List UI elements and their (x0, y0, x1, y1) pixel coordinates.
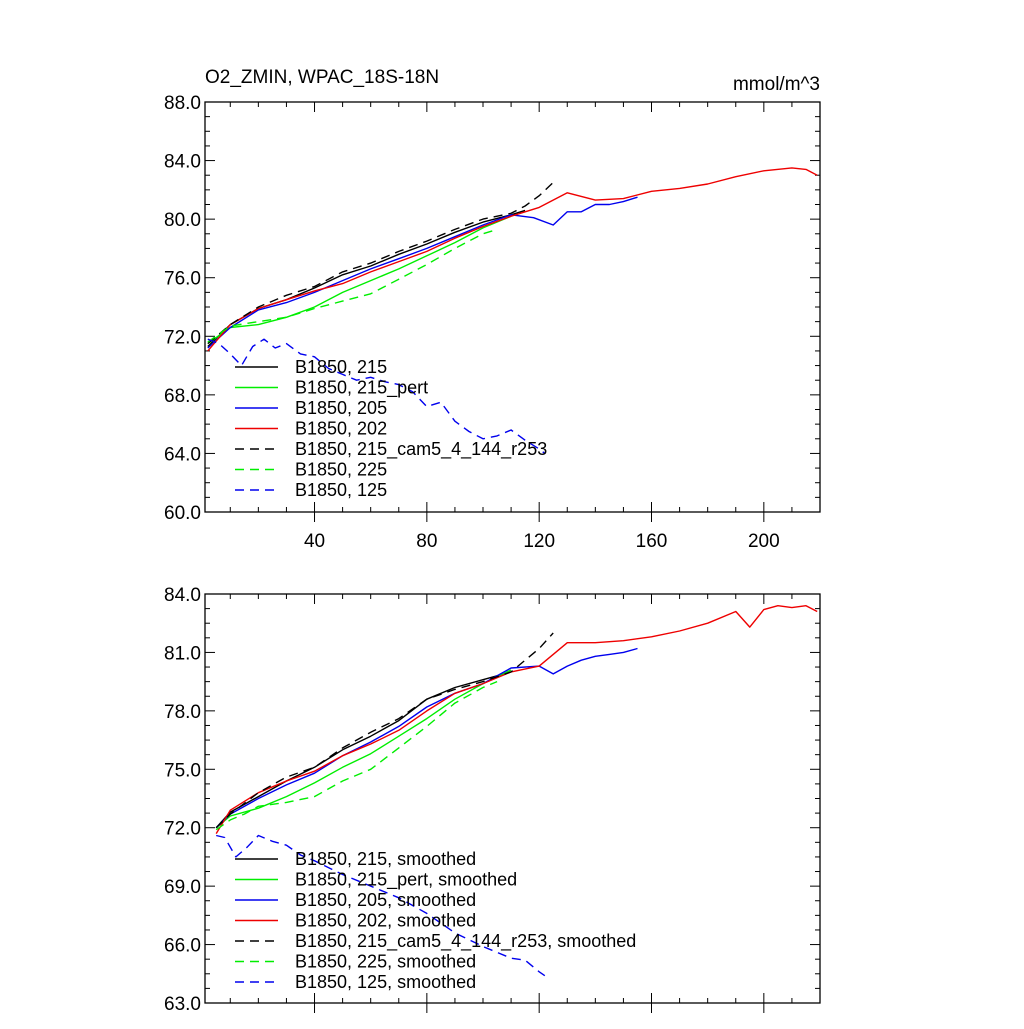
series-lines (207, 167, 818, 454)
legend-label: B1850, 225, smoothed (295, 952, 476, 972)
legend-label: B1850, 215_pert (295, 378, 428, 399)
series-line (207, 196, 638, 349)
series-line (207, 228, 498, 343)
legend-label: B1850, 202 (295, 419, 387, 439)
legend-label: B1850, 215_cam5_4_144_r253, smoothed (295, 931, 636, 952)
y-tick-label: 63.0 (164, 994, 201, 1015)
y-tick-label: 68.0 (164, 386, 201, 407)
x-tick-label: 80 (416, 531, 437, 552)
y-tick-label: 64.0 (164, 444, 201, 465)
legend-label: B1850, 205 (295, 398, 387, 418)
y-tick-label: 75.0 (164, 760, 201, 781)
y-tick-label: 84.0 (164, 152, 201, 173)
series-line (207, 338, 546, 454)
top-panel-title: O2_ZMIN, WPAC_18S-18N (205, 67, 439, 88)
y-axis-ticks (205, 101, 820, 513)
legend-label: B1850, 225 (295, 460, 387, 480)
x-tick-label: 40 (304, 531, 325, 552)
x-axis-ticks (229, 594, 821, 1013)
series-line (215, 605, 818, 834)
y-tick-label: 69.0 (164, 877, 201, 898)
x-tick-label: 200 (748, 531, 780, 552)
series-line (207, 215, 512, 345)
legend-label: B1850, 215_pert, smoothed (295, 870, 517, 891)
series-line (207, 181, 554, 345)
series-line (215, 680, 498, 831)
x-tick-label: 120 (523, 531, 555, 552)
legend-label: B1850, 202, smoothed (295, 911, 476, 931)
series-line (215, 647, 638, 829)
y-tick-label: 81.0 (164, 643, 201, 664)
x-axis-ticks (229, 102, 821, 522)
top-panel-units: mmol/m^3 (733, 74, 820, 95)
series-line (216, 834, 546, 977)
legend-label: B1850, 215 (295, 357, 387, 377)
legend-label: B1850, 215_cam5_4_144_r253 (295, 439, 547, 460)
legend-label: B1850, 125 (295, 480, 387, 500)
series-line (215, 632, 554, 829)
series-line (207, 167, 818, 352)
y-tick-label: 72.0 (164, 819, 201, 840)
legend-label: B1850, 125, smoothed (295, 972, 476, 992)
y-tick-label: 76.0 (164, 269, 201, 290)
y-tick-label: 84.0 (164, 585, 201, 606)
y-tick-label: 66.0 (164, 936, 201, 957)
x-tick-label: 160 (636, 531, 668, 552)
top-panel: O2_ZMIN, WPAC_18S-18N mmol/m^3 60.0 64.0 6… (164, 67, 821, 552)
series-line (215, 669, 512, 829)
y-axis-ticks (205, 593, 820, 1004)
y-tick-label: 60.0 (164, 503, 201, 524)
y-tick-label: 80.0 (164, 210, 201, 231)
series-line (215, 671, 512, 829)
y-tick-label: 78.0 (164, 702, 201, 723)
bottom-panel: 63.0 66.0 69.0 72.0 75.0 78.0 81.0 84.0 B1850, 2… (164, 585, 821, 1015)
y-tick-label: 72.0 (164, 327, 201, 348)
y-tick-label: 88.0 (164, 93, 201, 114)
series-lines (215, 605, 818, 977)
legend-label: B1850, 215, smoothed (295, 849, 476, 869)
legend-label: B1850, 205, smoothed (295, 890, 476, 910)
